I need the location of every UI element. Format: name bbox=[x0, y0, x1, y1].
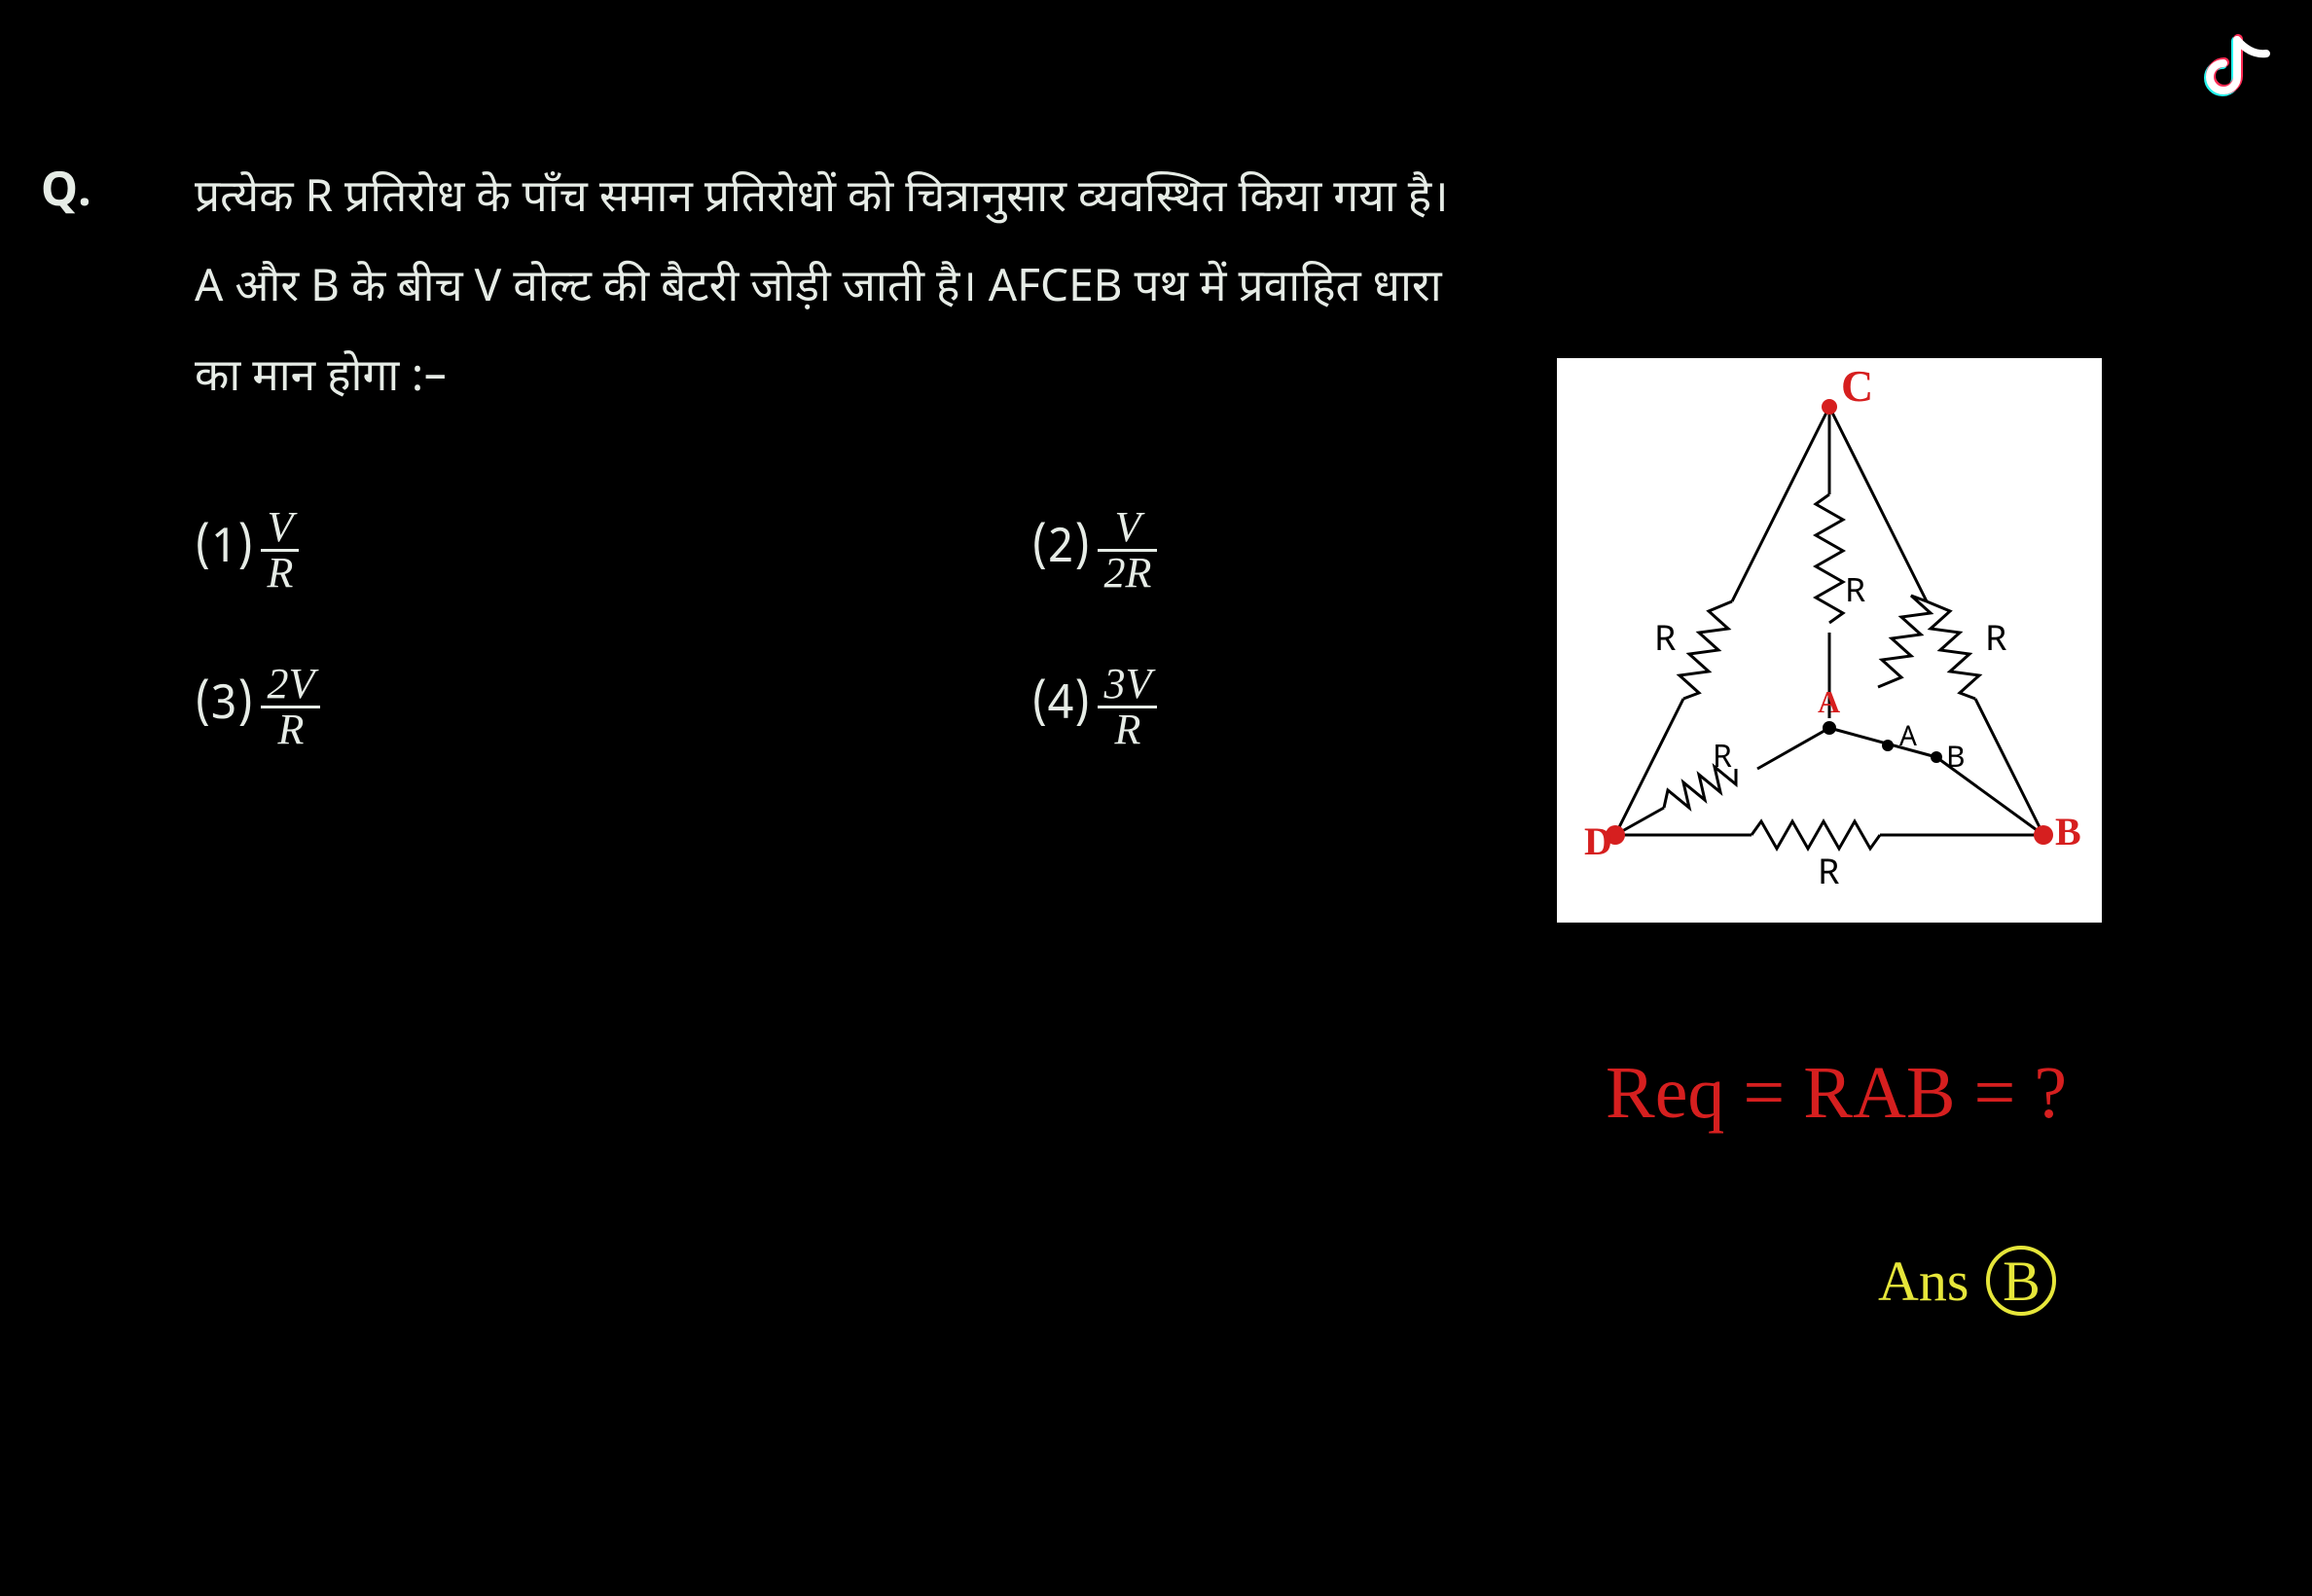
ans-circle: B bbox=[1986, 1246, 2056, 1316]
option-4-label: (4) bbox=[1031, 676, 1090, 738]
node-c-label: C bbox=[1841, 361, 1873, 411]
node-b-label: B bbox=[2055, 810, 2081, 853]
option-4: (4) 3V R bbox=[1031, 663, 1157, 751]
node-a-label: A bbox=[1818, 684, 1840, 719]
r-label-ca: R bbox=[1845, 572, 1865, 615]
req-text: Req = RAB = ? bbox=[1606, 1052, 2067, 1134]
handwritten-req: Req = RAB = ? bbox=[1606, 1051, 2067, 1136]
ans-prefix: Ans bbox=[1878, 1249, 1969, 1314]
option-2: (2) V 2R bbox=[1031, 506, 1157, 595]
option-2-den: 2R bbox=[1098, 552, 1157, 595]
handwritten-ans: Ans B bbox=[1878, 1246, 2056, 1316]
option-4-num: 3V bbox=[1098, 663, 1157, 706]
question-label: Q. bbox=[41, 163, 91, 225]
option-2-num: V bbox=[1108, 506, 1146, 549]
r-label-cb: R bbox=[1985, 619, 2006, 665]
option-3-den: R bbox=[271, 708, 309, 751]
option-3-num: 2V bbox=[261, 663, 320, 706]
options-block: (1) V R (2) V 2R (3) 2V R (4) bbox=[195, 506, 1157, 819]
r-label-db: R bbox=[1818, 852, 1839, 898]
option-1-den: R bbox=[261, 552, 299, 595]
option-3-label: (3) bbox=[195, 676, 253, 738]
brand-icon bbox=[2195, 29, 2273, 107]
option-1-num: V bbox=[261, 506, 299, 549]
circuit-diagram: C D B A A B R R R R R bbox=[1557, 358, 2102, 923]
option-1: (1) V R bbox=[195, 506, 1031, 595]
option-4-den: R bbox=[1108, 708, 1146, 751]
r-label-da: R bbox=[1713, 740, 1732, 780]
option-1-label: (1) bbox=[195, 520, 253, 581]
question-line-2: A और B के बीच V वोल्ट की बैटरी जोड़ी जात… bbox=[195, 245, 2043, 335]
r-label-cd: R bbox=[1654, 619, 1676, 665]
question-line-1: प्रत्येक R प्रतिरोध के पाँच समान प्रतिरो… bbox=[195, 156, 2043, 245]
node-d-label: D bbox=[1584, 819, 1612, 863]
option-2-label: (2) bbox=[1031, 520, 1090, 581]
inner-b-label: B bbox=[1946, 742, 1966, 780]
option-3: (3) 2V R bbox=[195, 663, 1031, 751]
inner-a-label: A bbox=[1899, 722, 1917, 757]
ans-letter: B bbox=[2003, 1249, 2041, 1314]
